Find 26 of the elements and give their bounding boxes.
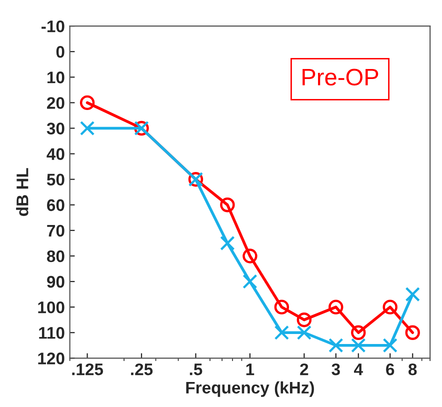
y-tick-label: 90 bbox=[47, 276, 64, 288]
x-tick-label: 1 bbox=[246, 364, 254, 376]
y-tick-label: 40 bbox=[46, 148, 64, 160]
x-tick-label: .125 bbox=[72, 363, 104, 376]
y-tick-label: 100 bbox=[38, 301, 64, 314]
x-tick-label: 2 bbox=[300, 363, 308, 376]
y-tick-label: 20 bbox=[47, 97, 64, 109]
y-tick-label: 60 bbox=[47, 199, 64, 212]
y-tick-label: 80 bbox=[46, 250, 64, 262]
annotation: Pre-OP bbox=[302, 68, 378, 86]
y-tick-label: -10 bbox=[42, 20, 64, 32]
y-tick-label: 110 bbox=[39, 327, 64, 339]
y-tick-label: 70 bbox=[47, 224, 64, 237]
y-tick-label: 30 bbox=[46, 122, 64, 134]
y-axis-title: dB HL bbox=[16, 168, 28, 216]
x-axis-title: Frequency (kHz) bbox=[186, 381, 314, 397]
x-tick-label: 4 bbox=[354, 364, 363, 376]
y-tick-label: 10 bbox=[47, 72, 64, 84]
x-tick-label: .25 bbox=[131, 363, 153, 376]
x-tick-label: 3 bbox=[332, 363, 340, 376]
y-tick-label: 50 bbox=[46, 174, 64, 186]
x-tick-label: .5 bbox=[190, 364, 202, 376]
x-tick-label: 8 bbox=[408, 363, 417, 376]
y-tick-label: 120 bbox=[38, 352, 64, 364]
x-tick-label: 6 bbox=[386, 363, 394, 376]
y-tick-label: 0 bbox=[56, 46, 64, 58]
